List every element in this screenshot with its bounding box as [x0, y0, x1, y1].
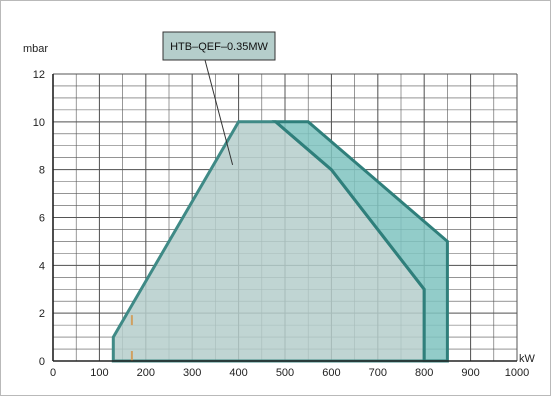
legend-box — [162, 31, 276, 61]
x-tick-label: 900 — [461, 367, 479, 379]
x-tick-label: 400 — [229, 367, 247, 379]
legend-leader-line — [204, 59, 234, 166]
y-tick-label: 10 — [33, 117, 45, 129]
legend: HTB–QEF–0.35MW — [162, 31, 276, 166]
x-tick-label: 300 — [183, 367, 201, 379]
series-areas — [111, 120, 449, 363]
x-tick-label: 500 — [276, 367, 294, 379]
y-tick-label: 6 — [39, 213, 45, 225]
y-tick-label: 2 — [39, 308, 45, 320]
x-tick-label: 600 — [322, 367, 340, 379]
x-tick-label: 100 — [90, 367, 108, 379]
y-tick-labels: 0 2 4 6 8 10 12 — [33, 69, 45, 368]
x-tick-label: 800 — [415, 367, 433, 379]
axes — [52, 74, 517, 362]
y-axis-label: mbar — [23, 43, 48, 55]
x-axis-label: kW — [519, 353, 536, 365]
y-tick-label: 0 — [39, 356, 45, 368]
x-tick-label: 1000 — [505, 367, 529, 379]
y-tick-label: 4 — [39, 260, 45, 272]
x-tick-label: 0 — [50, 367, 56, 379]
y-tick-label: 12 — [33, 69, 45, 81]
legend-label: HTB–QEF–0.35MW — [170, 41, 268, 53]
x-tick-labels: 0 100 200 300 400 500 600 700 800 900 1000 — [50, 367, 529, 379]
x-tick-label: 200 — [137, 367, 155, 379]
y-tick-label: 8 — [39, 165, 45, 177]
x-tick-label: 700 — [369, 367, 387, 379]
